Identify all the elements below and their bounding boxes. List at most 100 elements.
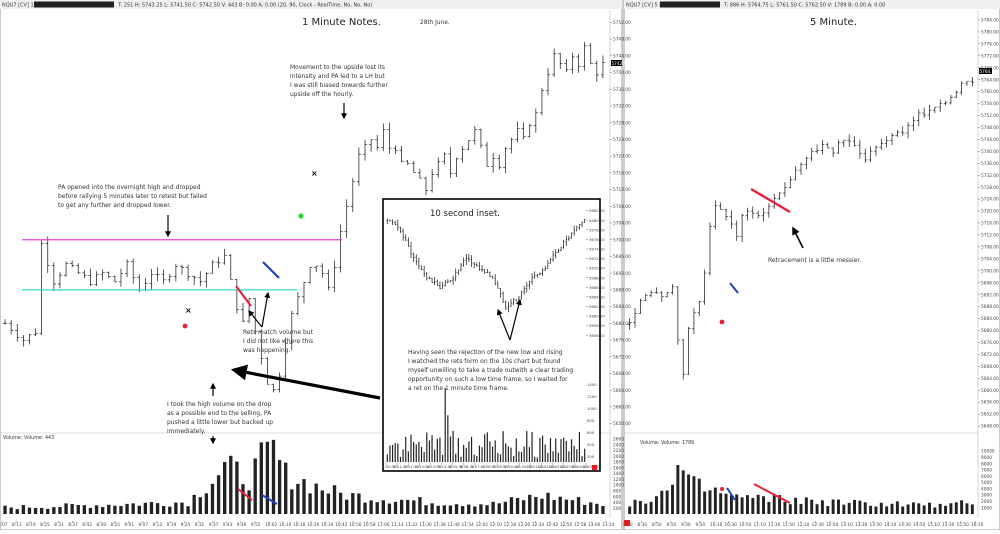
- y-tick-label: 5664.00: [589, 294, 605, 299]
- y-tick-label: 5716.00: [613, 170, 631, 176]
- blue-volume-line-5min: [726, 487, 736, 501]
- x-tick-label: 11:06: [377, 522, 390, 528]
- volume-tick-label: 2200: [613, 448, 624, 454]
- note-pa-line: to get any further and dropped lower.: [58, 202, 171, 209]
- x-tick-label: 9:49: [237, 522, 247, 528]
- x-tick-label: 12:10: [797, 522, 810, 528]
- left-volume-legend: Volume: Volume: 443: [3, 435, 54, 441]
- note-inset-line: opportunity on such a low time frame, so…: [408, 376, 568, 383]
- x-tick-label: 9:31: [195, 522, 205, 528]
- red-ret-line-5min: [750, 187, 791, 214]
- note-right: Retracement is a little messier.: [768, 257, 861, 264]
- x-tick-label: 12:50: [826, 522, 839, 528]
- x-tick-label: 10:34: [321, 522, 334, 528]
- x-tick-label: 10:50: [739, 522, 752, 528]
- inset-red-square: [592, 465, 597, 470]
- y-tick-label: 5674.00: [589, 247, 605, 252]
- x-tick-label: 12:18: [504, 522, 517, 528]
- x-tick-label: 11:14: [391, 522, 404, 528]
- right-title-bar: [624, 0, 1000, 9]
- y-tick-label: 5666.00: [589, 285, 605, 290]
- y-tick-label: 5736.00: [613, 87, 631, 93]
- red-ret-line: [235, 285, 252, 307]
- note-inset-line: a ret on the 1 minute time frame.: [408, 385, 509, 392]
- y-tick-label: 5664.00: [981, 376, 999, 382]
- x-tick-label: 8:07: [0, 522, 8, 528]
- volume-tick-label: 2600: [613, 436, 624, 442]
- x-tick-label: 12:50: [560, 522, 573, 528]
- x-tick-label: 13:06: [588, 522, 601, 528]
- arrow-rets-1: [248, 310, 263, 328]
- x-tick-label: 8:55: [110, 522, 120, 528]
- inset-volume-tick-label: 1200: [587, 394, 597, 399]
- y-tick-label: 5678.00: [589, 227, 605, 232]
- x-tick-label: 10:04:40: [571, 464, 589, 469]
- y-tick-label: 5672.00: [981, 352, 999, 358]
- right-volume-panel: 1000090008000700060005000400030002000100…: [628, 449, 995, 514]
- red-dot-volume-5min: [720, 487, 724, 491]
- volume-tick-label: 400: [613, 500, 621, 506]
- volume-tick-label: 600: [613, 494, 621, 500]
- y-tick-label: 5676.00: [981, 340, 999, 346]
- note-inset-line: myself unwilling to take a trade outwith…: [408, 367, 573, 374]
- note-volume-line: pushed a little lower but backed up: [167, 419, 273, 426]
- inset-title: 10 second inset.: [430, 209, 500, 219]
- y-tick-label: 5728.00: [613, 120, 631, 126]
- x-tick-label: 9:58:00: [482, 464, 497, 469]
- volume-tick-label: 200: [613, 506, 621, 512]
- y-tick-label: 5672.00: [589, 256, 605, 261]
- x-tick-label: 11:10: [754, 522, 767, 528]
- note-volume: I took the high volume on the drop as a …: [167, 401, 273, 435]
- x-tick-label: 8:37: [68, 522, 78, 528]
- volume-tick-label: 10000: [981, 449, 995, 455]
- right-price-panel: 5784.005780.005776.005772.005768.005764.…: [623, 18, 999, 528]
- x-tick-label: 9:25: [181, 522, 191, 528]
- y-tick-label: 5652.00: [981, 412, 999, 418]
- y-tick-label: 5776.00: [981, 41, 999, 47]
- y-tick-label: 5736.00: [981, 161, 999, 167]
- inset-volume-tick-label: 200: [587, 454, 595, 459]
- x-tick-label: 9:58:50: [493, 464, 508, 469]
- volume-tick-label: 6000: [981, 474, 992, 480]
- blue-ret-line: [262, 261, 280, 279]
- x-marker: ×: [311, 169, 318, 178]
- note-top-line: I was still biased towards further: [290, 82, 388, 89]
- y-tick-label: 5708.00: [981, 244, 999, 250]
- note-pa-line: before rallying 5 minutes later to retes…: [58, 193, 207, 200]
- note-top-line: upside off the hourly.: [290, 91, 353, 98]
- x-tick-label: 9:54:40: [438, 464, 453, 469]
- arrow-rets-2: [261, 291, 271, 328]
- x-tick-label: 10:18: [293, 522, 306, 528]
- x-tick-label: 10:42: [335, 522, 348, 528]
- y-tick-label: 5656.00: [589, 333, 605, 338]
- left-price-panel: 5752.00 5748.00 5744.00 5740.00 5736.00 5732.…: [0, 20, 631, 528]
- y-tick-label: 5656.00: [613, 421, 631, 427]
- y-tick-label: 5692.00: [981, 292, 999, 298]
- y-tick-label: 5670.00: [589, 266, 605, 271]
- x-tick-label: 9:59:40: [504, 464, 519, 469]
- x-tick-label: 14:10: [884, 522, 897, 528]
- y-tick-label: 5720.00: [981, 209, 999, 215]
- y-tick-label: 5732.00: [613, 104, 631, 110]
- volume-tick-label: 4000: [981, 486, 992, 492]
- inset-volume-tick-label: 600: [587, 430, 595, 435]
- markers: × ×: [182, 169, 791, 505]
- arrow-inset-1: [496, 308, 511, 341]
- left-last-price-badge: [611, 60, 622, 66]
- y-tick-label: 5680.00: [613, 321, 631, 327]
- x-tick-label: 12:42: [546, 522, 559, 528]
- x-tick-label: 14:50: [913, 522, 926, 528]
- volume-tick-label: 7000: [981, 468, 992, 474]
- y-tick-label: 5668.00: [981, 364, 999, 370]
- note-rets-line: I did not like where this: [243, 338, 313, 345]
- y-tick-label: 5696.00: [613, 254, 631, 260]
- inset-box: [382, 198, 601, 472]
- volume-tick-label: 1600: [613, 465, 624, 471]
- x-tick-label: 9:19: [167, 522, 177, 528]
- arrow-inset-to-chart: [230, 364, 381, 400]
- volume-tick-label: 2000: [613, 454, 624, 460]
- green-dot: [298, 213, 304, 219]
- x-tick-label: 8:31: [54, 522, 64, 528]
